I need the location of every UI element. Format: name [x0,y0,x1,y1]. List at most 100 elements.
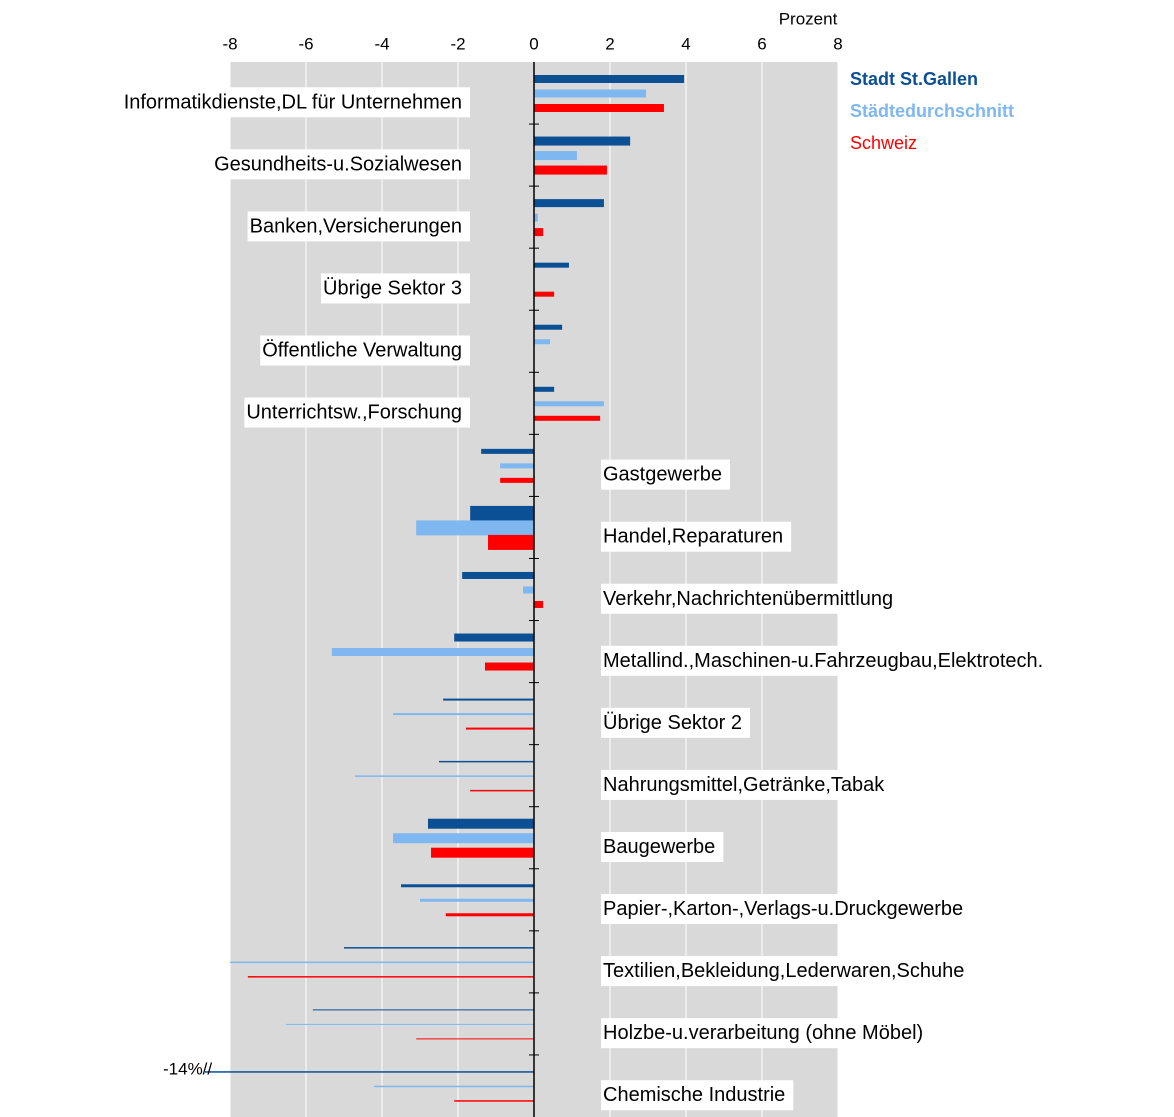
bar [285,1023,534,1025]
category-label-bg [260,335,470,366]
category-label-bg [321,273,470,304]
annotation: -14%// [163,1059,212,1078]
x-axis-label: Prozent [779,9,838,28]
bar [534,228,544,237]
bar [416,520,534,536]
bar [522,586,534,594]
category-label: Nahrungsmittel,Getränke,Tabak [603,774,885,796]
category-label-bg [601,1080,794,1111]
bar [534,324,563,330]
bars [205,75,685,1102]
bar [534,75,685,83]
bar [534,213,538,222]
category-label: Papier-,Karton-,Verlags-u.Druckgewerbe [603,898,963,920]
bar [534,386,555,392]
category-label: Gesundheits-u.Sozialwesen [214,153,462,175]
bar [470,789,534,792]
category-label-bg [601,769,894,800]
bar [534,165,607,175]
x-tick-label: 2 [605,34,614,53]
x-tick-label: -2 [450,34,465,53]
category-label: Chemische Industrie [603,1084,785,1106]
category-label: Textilien,Bekleidung,Lederwaren,Schuhe [603,960,964,982]
category-label-bg [247,211,470,242]
bar [420,898,534,902]
category-label: Übrige Sektor 2 [603,712,742,734]
bar [230,961,534,964]
bar [205,1071,534,1073]
bar [500,477,534,483]
bar [401,884,534,888]
category-label-bg [212,149,470,180]
bar [454,1100,534,1102]
x-tick-label: 4 [681,34,690,53]
bar [534,600,544,608]
category-label: Informatikdienste,DL für Unternehmen [124,91,462,113]
bar [534,415,601,421]
bar [443,698,534,701]
category-label-bg [244,397,470,428]
bar [534,262,569,268]
category-label: Baugewerbe [603,836,715,858]
bar [534,104,664,112]
bar [534,151,577,161]
x-tick-label: -6 [298,34,313,53]
bar [488,534,534,550]
bar [416,1038,534,1040]
x-tick-label: -4 [374,34,389,53]
bar [534,339,550,345]
x-tick-label: 8 [833,34,842,53]
bar [431,847,534,858]
category-label-bg [601,459,730,490]
legend-entry: Schweiz [850,133,917,153]
category-label: Handel,Reparaturen [603,526,783,548]
legend-entry: Städtedurchschnitt [850,101,1014,121]
category-label-bg [601,645,1052,676]
category-label-bg [601,707,750,738]
category-label-bg [601,521,792,552]
bar [484,662,534,671]
bar [247,976,535,978]
bar [427,818,534,829]
bar [393,713,534,716]
category-label: Übrige Sektor 3 [323,277,462,299]
category-label: Unterrichtsw.,Forschung [246,402,462,424]
bar [454,633,534,642]
bar [534,136,631,146]
category-label: Gastgewerbe [603,464,722,486]
category-label-bg [601,831,724,862]
category-label: Holzbe-u.verarbeitung (ohne Möbel) [603,1022,923,1044]
bar [439,760,534,763]
bar [344,947,534,949]
category-label-bg [601,583,902,614]
bar [393,833,534,844]
category-label: Öffentliche Verwaltung [262,340,462,362]
bar [500,463,534,469]
bar [534,291,555,297]
category-label: Banken,Versicherungen [250,215,462,237]
category-label-bg [601,1018,932,1049]
bar [355,775,534,777]
bar [534,89,647,98]
bar [470,505,534,521]
category-label-bg [601,956,973,987]
bar [534,401,604,407]
bar [331,648,534,657]
x-tick-label: 0 [529,34,538,53]
category-label: Verkehr,Nachrichtenübermittlung [603,588,893,610]
category-label-bg [121,87,470,118]
bar [534,199,604,208]
x-tick-label: 6 [757,34,766,53]
legend-entry: Stadt St.Gallen [850,69,978,89]
bar [481,448,534,454]
bar [445,913,534,917]
category-label: Metallind.,Maschinen-u.Fahrzeugbau,Elekt… [603,650,1043,672]
bar [465,727,534,730]
bar [312,1009,534,1011]
x-tick-label: -8 [222,34,237,53]
bar [374,1085,534,1088]
category-label-bg [601,894,972,925]
bar [462,571,534,579]
labels: -8 -6 -4 -2 0 2 4 6 8 Informatikdienste,DL für Un… [121,34,1052,1111]
